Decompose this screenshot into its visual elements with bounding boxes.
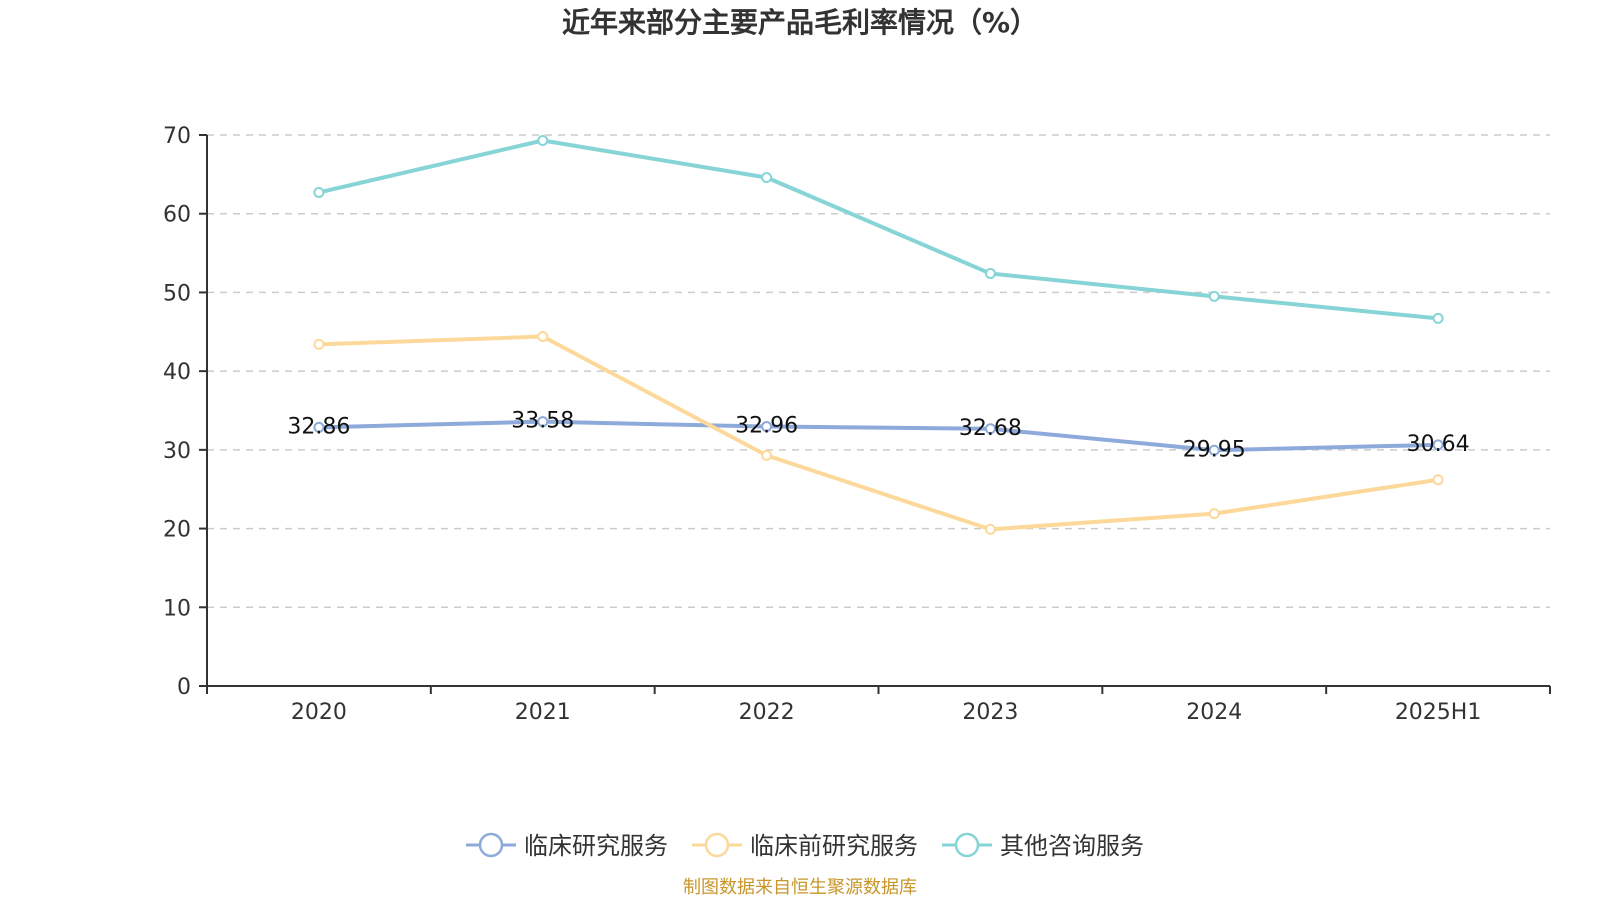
x-tick-label: 2021 bbox=[515, 700, 571, 725]
data-point[interactable] bbox=[984, 523, 996, 535]
y-tick-label: 20 bbox=[163, 518, 191, 543]
data-label: 30.64 bbox=[1407, 432, 1470, 457]
legend-circle-icon bbox=[954, 832, 980, 858]
series-line bbox=[316, 419, 1441, 453]
y-tick-label: 60 bbox=[163, 203, 191, 228]
data-point[interactable] bbox=[1208, 444, 1220, 456]
data-point[interactable] bbox=[984, 268, 996, 280]
legend-label: 其他咨询服务 bbox=[1000, 832, 1144, 860]
data-point[interactable] bbox=[313, 338, 325, 350]
x-tick-label: 2023 bbox=[962, 700, 1018, 725]
data-label: 32.96 bbox=[735, 414, 798, 439]
data-label: 33.58 bbox=[511, 409, 574, 434]
source-note: 制图数据来自恒生聚源数据库 bbox=[683, 877, 917, 898]
data-point[interactable] bbox=[537, 331, 549, 343]
legend[interactable]: 临床研究服务 临床前研究服务 其他咨询服务 bbox=[466, 832, 1144, 860]
series-line bbox=[316, 334, 1441, 532]
y-tick-label: 10 bbox=[163, 596, 191, 621]
legend-item[interactable]: 临床研究服务 bbox=[466, 832, 668, 860]
data-point[interactable] bbox=[761, 421, 773, 433]
data-point[interactable] bbox=[1208, 508, 1220, 520]
data-point[interactable] bbox=[537, 416, 549, 428]
data-label: 32.86 bbox=[287, 414, 350, 439]
data-point[interactable] bbox=[761, 449, 773, 461]
y-tick-label: 0 bbox=[177, 675, 191, 700]
data-point[interactable] bbox=[313, 186, 325, 198]
legend-circle-icon bbox=[704, 832, 730, 858]
x-tick-label: 2024 bbox=[1186, 700, 1242, 725]
legend-item[interactable]: 其他咨询服务 bbox=[942, 832, 1144, 860]
data-point[interactable] bbox=[1208, 290, 1220, 302]
data-label: 29.95 bbox=[1183, 437, 1246, 462]
data-point[interactable] bbox=[984, 423, 996, 435]
y-tick-label: 30 bbox=[163, 439, 191, 464]
chart-title: 近年来部分主要产品毛利率情况（%） bbox=[562, 6, 1038, 39]
data-point[interactable] bbox=[537, 135, 549, 147]
data-point[interactable] bbox=[1432, 439, 1444, 451]
axis-layer: 0 10 20 30 40 50 60 70 2020 2021 2022 2023 2024 2025H… bbox=[163, 124, 1551, 725]
series-line bbox=[316, 138, 1441, 321]
legend-item[interactable]: 临床前研究服务 bbox=[692, 832, 918, 860]
y-tick-label: 70 bbox=[163, 124, 191, 149]
y-tick-label: 50 bbox=[163, 281, 191, 306]
x-tick-label: 2025H1 bbox=[1395, 700, 1482, 725]
legend-circle-icon bbox=[478, 832, 504, 858]
legend-label: 临床研究服务 bbox=[524, 832, 668, 860]
data-label-layer: 32.86 33.58 32.96 32.68 29.95 30.64 bbox=[287, 409, 1469, 463]
data-point[interactable] bbox=[1432, 474, 1444, 486]
data-point[interactable] bbox=[313, 421, 325, 433]
data-label: 32.68 bbox=[959, 416, 1022, 441]
grid-layer bbox=[207, 134, 1550, 609]
x-tick-label: 2022 bbox=[739, 700, 795, 725]
data-point[interactable] bbox=[761, 172, 773, 184]
y-tick-label: 40 bbox=[163, 360, 191, 385]
data-point[interactable] bbox=[1432, 312, 1444, 324]
series-layer bbox=[313, 135, 1444, 535]
legend-label: 临床前研究服务 bbox=[750, 832, 918, 860]
x-tick-label: 2020 bbox=[291, 700, 347, 725]
